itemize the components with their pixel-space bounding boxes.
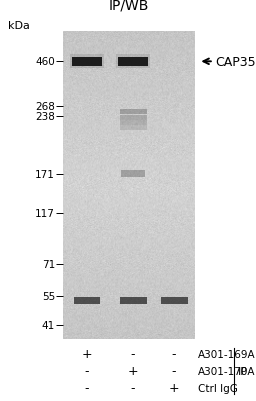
- Text: 238: 238: [35, 111, 55, 121]
- Text: 41: 41: [42, 321, 55, 330]
- Bar: [70, 55, 104, 69]
- Text: -: -: [85, 365, 89, 377]
- Text: 117: 117: [35, 209, 55, 218]
- Text: -: -: [131, 381, 135, 394]
- Text: 268: 268: [35, 101, 55, 111]
- Text: 55: 55: [42, 292, 55, 302]
- Text: A301-170A: A301-170A: [198, 366, 256, 376]
- Bar: [120, 116, 146, 121]
- Text: IP/WB: IP/WB: [109, 0, 149, 12]
- Text: -: -: [172, 365, 176, 377]
- Text: kDa: kDa: [8, 21, 29, 31]
- Bar: [161, 297, 187, 304]
- Text: IP: IP: [238, 366, 248, 376]
- Text: 71: 71: [42, 260, 55, 269]
- Bar: [120, 297, 146, 304]
- Bar: [120, 110, 146, 115]
- Bar: [120, 121, 146, 126]
- Bar: [74, 297, 100, 304]
- Text: +: +: [169, 381, 179, 394]
- Text: -: -: [85, 381, 89, 394]
- Text: -: -: [172, 347, 176, 360]
- Bar: [121, 171, 145, 178]
- Text: +: +: [82, 347, 92, 360]
- Bar: [116, 55, 150, 69]
- Text: CAP350: CAP350: [215, 56, 256, 69]
- Text: 171: 171: [35, 170, 55, 179]
- Text: -: -: [131, 347, 135, 360]
- Text: +: +: [128, 365, 138, 377]
- Bar: [118, 58, 148, 67]
- Text: Ctrl IgG: Ctrl IgG: [198, 383, 238, 393]
- Text: A301-169A: A301-169A: [198, 349, 256, 358]
- Text: 460: 460: [35, 57, 55, 67]
- Bar: [72, 58, 102, 67]
- Bar: [120, 126, 146, 131]
